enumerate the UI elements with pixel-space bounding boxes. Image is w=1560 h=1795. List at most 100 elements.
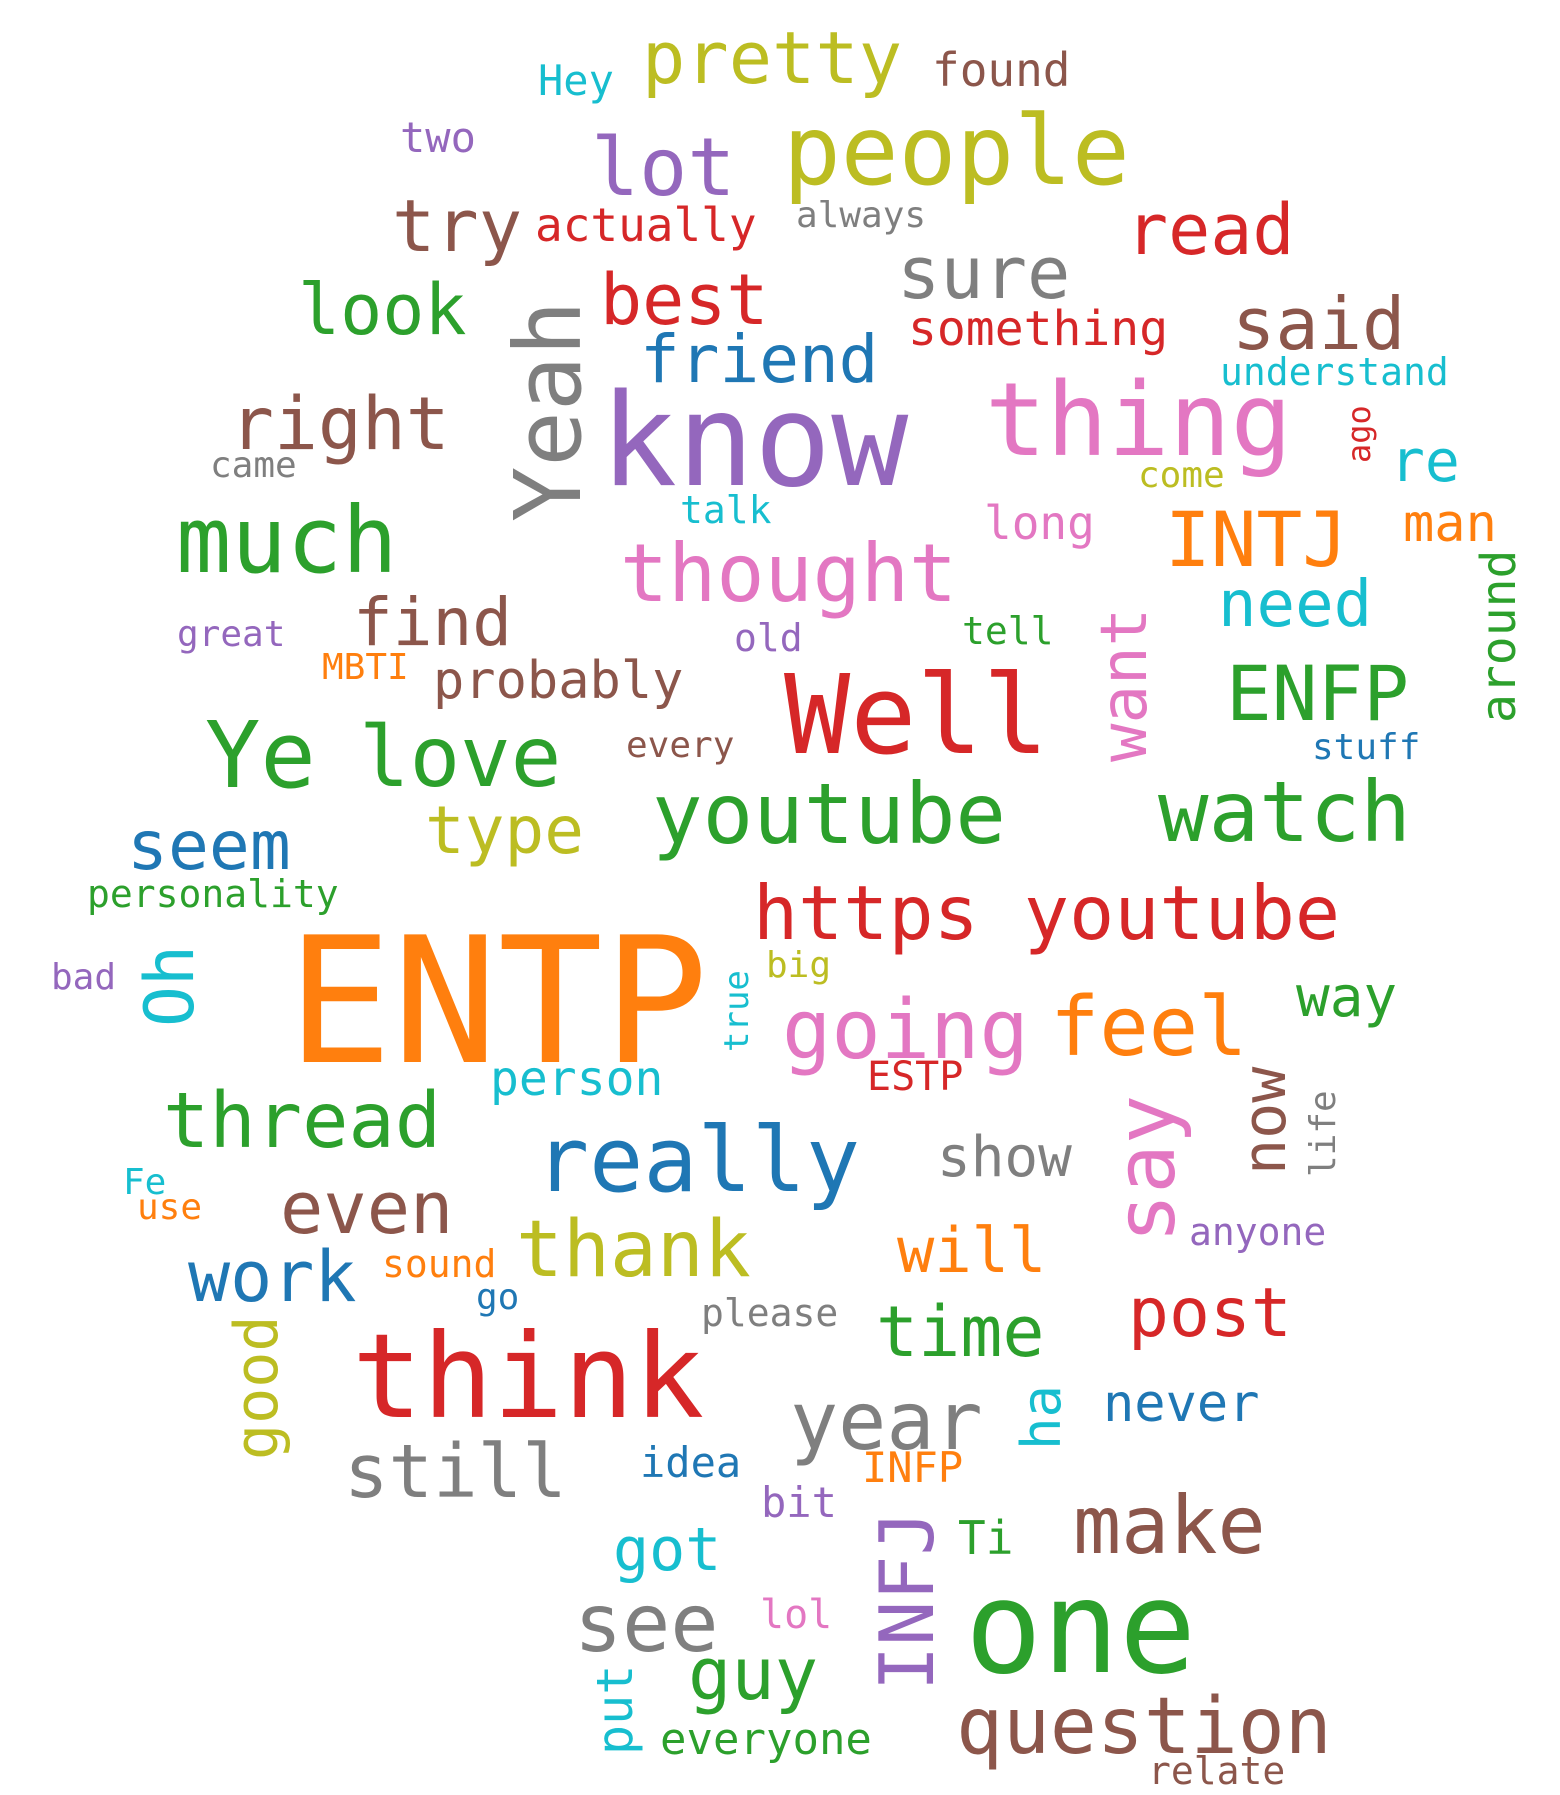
word-look: look xyxy=(298,269,467,351)
word-oh: Oh xyxy=(131,945,210,1027)
word-people: people xyxy=(783,95,1130,207)
word-big: big xyxy=(766,945,832,986)
word-work: work xyxy=(188,1236,357,1318)
word-still: still xyxy=(344,1429,567,1515)
word-lol: lol xyxy=(760,1592,833,1638)
word-please: please xyxy=(701,1291,839,1335)
word-actually: actually xyxy=(535,198,757,252)
word-best: best xyxy=(600,259,769,341)
word-two: two xyxy=(400,113,476,162)
word-see: see xyxy=(574,1577,719,1670)
word-came: came xyxy=(210,445,297,486)
word-stuff: stuff xyxy=(1312,727,1421,768)
word-sound: sound xyxy=(382,1242,497,1286)
word-every: every xyxy=(626,725,735,766)
word-put: put xyxy=(586,1664,644,1755)
word-talk: talk xyxy=(680,488,772,532)
word-youtube: youtube xyxy=(652,765,1007,863)
word-want: want xyxy=(1088,607,1162,762)
word-question: question xyxy=(956,1682,1332,1772)
word-now: now xyxy=(1230,1066,1300,1175)
word-well: Well xyxy=(784,651,1049,779)
word-ye: Ye xyxy=(205,702,316,809)
word-infp: INFP xyxy=(862,1443,964,1492)
word-old: old xyxy=(734,616,803,660)
word-find: find xyxy=(353,584,512,661)
word-going: going xyxy=(782,983,1029,1078)
word-idea: idea xyxy=(640,1438,742,1487)
word-ha: ha xyxy=(1010,1384,1073,1450)
word-year: year xyxy=(790,1375,983,1468)
word-yeah: Yeah xyxy=(495,300,602,522)
word-ago: ago xyxy=(1340,405,1378,463)
word-said: said xyxy=(1232,282,1406,366)
word-infj: INFJ xyxy=(863,1510,951,1691)
word-around: around xyxy=(1471,549,1527,723)
word-know: know xyxy=(600,367,909,516)
word-say: say xyxy=(1099,1094,1194,1243)
word-watch: watch xyxy=(1158,763,1411,861)
word-good: good xyxy=(222,1315,292,1461)
word-need: need xyxy=(1218,568,1373,642)
word-even: even xyxy=(280,1166,454,1250)
word-way: way xyxy=(1296,965,1398,1030)
word-one: one xyxy=(965,1554,1197,1703)
word-great: great xyxy=(177,614,286,655)
word-anyone: anyone xyxy=(1189,1210,1327,1254)
word-thank: thank xyxy=(516,1205,751,1295)
word-everyone: everyone xyxy=(660,1714,872,1765)
word-life: life xyxy=(1303,1090,1344,1177)
word-thing: thing xyxy=(985,361,1293,480)
word-make: make xyxy=(1073,1479,1266,1572)
word-really: really xyxy=(535,1108,861,1213)
word-estp: ESTP xyxy=(867,1054,964,1100)
word-entp: ENTP xyxy=(287,901,709,1104)
word-bad: bad xyxy=(51,957,117,998)
word-mbti: MBTI xyxy=(322,647,409,688)
word-never: never xyxy=(1103,1374,1260,1434)
word-go: go xyxy=(476,1277,520,1318)
word-thought: thought xyxy=(620,527,958,620)
word-personality: personality xyxy=(87,872,339,916)
word-bit: bit xyxy=(761,1478,837,1527)
word-read: read xyxy=(1126,189,1295,271)
word-show: show xyxy=(937,1125,1072,1190)
word-guy: guy xyxy=(688,1632,819,1716)
word-thread: thread xyxy=(163,1077,442,1166)
word-time: time xyxy=(876,1291,1045,1373)
word-try: try xyxy=(392,184,523,268)
word-got: got xyxy=(613,1515,722,1585)
word-enfp: ENFP xyxy=(1226,649,1410,738)
word-think: think xyxy=(352,1308,705,1445)
word-friend: friend xyxy=(640,321,879,398)
word-lot: lot xyxy=(591,121,736,214)
word-come: come xyxy=(1138,455,1225,496)
word-always: always xyxy=(796,195,927,236)
word-long: long xyxy=(984,496,1095,550)
word-post: post xyxy=(1128,1274,1292,1353)
word-found: found xyxy=(932,43,1071,97)
word-tell: tell xyxy=(962,609,1054,653)
word-fe: Fe xyxy=(123,1162,167,1203)
word-right: right xyxy=(230,382,450,467)
word-re: re xyxy=(1390,427,1460,495)
word-seem: seem xyxy=(127,807,291,886)
word-relate: relate xyxy=(1148,1749,1286,1793)
word-much: much xyxy=(176,487,398,594)
word-hey: Hey xyxy=(538,56,614,105)
word-intj: INTJ xyxy=(1165,495,1349,584)
word-man: man xyxy=(1403,494,1497,554)
word-feel: feel xyxy=(1050,980,1248,1075)
word-https-youtube: https youtube xyxy=(753,869,1340,957)
word-true: true xyxy=(717,970,757,1052)
word-something: something xyxy=(908,301,1169,357)
word-sure: sure xyxy=(897,231,1071,315)
word-person: person xyxy=(490,1051,664,1107)
word-pretty: pretty xyxy=(642,16,903,100)
word-will: will xyxy=(897,1214,1047,1287)
word-probably: probably xyxy=(433,651,684,711)
word-understand: understand xyxy=(1220,350,1449,394)
word-use: use xyxy=(137,1187,203,1228)
word-type: type xyxy=(425,792,584,869)
